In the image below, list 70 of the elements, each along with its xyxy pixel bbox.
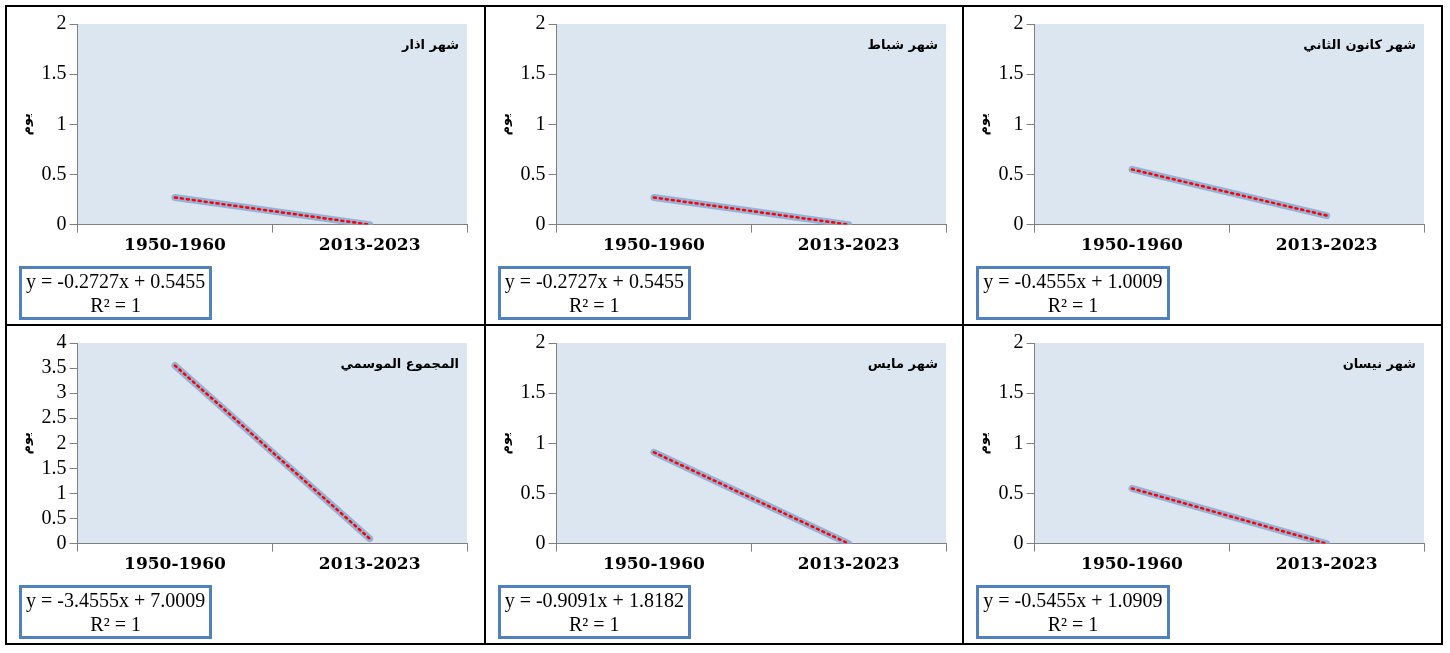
text: R² = 1 [567, 293, 621, 317]
y-tick-label: 2 [535, 330, 546, 353]
y-tick-label: 2 [56, 430, 67, 453]
text: R² = 1 [89, 293, 142, 317]
text: R² = 1 [89, 612, 142, 636]
x-tick-label: 2013-2023 [1276, 553, 1378, 574]
y-tick-label: 0 [1013, 211, 1024, 234]
y-tick-label: 0.5 [998, 480, 1024, 503]
y-tick-label: 3.5 [41, 355, 67, 378]
y-axis-title: يوم [18, 113, 35, 136]
y-tick-label: 0 [1013, 530, 1024, 553]
text: شهر نيسان [1342, 356, 1417, 371]
x-tick-label: 2013-2023 [318, 553, 421, 574]
x-tick-label: 2013-2023 [797, 553, 900, 574]
text: y = -0.4555x + 1.0009 [983, 269, 1163, 293]
text: شهر شباط [867, 37, 938, 52]
y-tick-label: 0.5 [520, 161, 546, 184]
x-tick-label: 1950-1960 [602, 234, 705, 255]
y-axis-title: يوم [975, 432, 992, 455]
x-tick-label: 1950-1960 [124, 234, 226, 255]
text: y = -3.4555x + 7.0009 [26, 588, 206, 612]
x-tick-label: 1950-1960 [124, 553, 226, 574]
y-tick-label: 4 [56, 330, 67, 353]
y-tick-label: 0.5 [520, 480, 546, 503]
y-axis-title: يوم [496, 113, 513, 136]
y-tick-label: 1.5 [998, 61, 1024, 84]
x-tick-label: 2013-2023 [318, 234, 421, 255]
y-tick-label: 0.5 [41, 505, 67, 528]
y-tick-label: 1 [1013, 430, 1024, 453]
text: المجموع الموسمي [340, 356, 459, 371]
text: شهر كانون الثاني [1303, 37, 1417, 52]
y-tick-label: 3 [56, 380, 67, 403]
y-tick-label: 1 [1013, 111, 1024, 134]
text: شهر مايس [867, 356, 938, 371]
y-tick-label: 1 [535, 111, 546, 134]
y-tick-label: 2 [535, 11, 546, 34]
y-tick-label: 2.5 [41, 405, 67, 428]
text: y = -0.9091x + 1.8182 [504, 588, 684, 612]
y-tick-label: 2 [1013, 11, 1024, 34]
y-tick-label: 1.5 [520, 380, 546, 403]
y-tick-label: 0 [56, 530, 67, 553]
y-tick-label: 1.5 [41, 61, 67, 84]
y-tick-label: 0 [535, 530, 546, 553]
text: y = -0.2727x + 0.5455 [504, 269, 684, 293]
y-tick-label: 2 [56, 11, 67, 34]
text: R² = 1 [1046, 293, 1100, 317]
x-tick-label: 1950-1960 [602, 553, 705, 574]
text: y = -0.2727x + 0.5455 [26, 269, 206, 293]
y-tick-label: 1 [535, 430, 546, 453]
text: R² = 1 [567, 612, 621, 636]
text: شهر اذار [400, 37, 459, 52]
x-tick-label: 1950-1960 [1081, 553, 1184, 574]
y-tick-label: 1.5 [41, 455, 67, 478]
y-tick-label: 1.5 [998, 380, 1024, 403]
x-tick-label: 2013-2023 [1276, 234, 1378, 255]
y-tick-label: 0.5 [41, 161, 67, 184]
y-tick-label: 1.5 [520, 61, 546, 84]
text: y = -0.5455x + 1.0909 [983, 588, 1163, 612]
y-tick-label: 0.5 [998, 161, 1024, 184]
y-tick-label: 0 [56, 211, 67, 234]
y-tick-label: 1 [56, 480, 67, 503]
y-axis-title: يوم [975, 113, 992, 136]
y-axis-title: يوم [18, 432, 35, 455]
x-tick-label: 1950-1960 [1081, 234, 1184, 255]
x-tick-label: 2013-2023 [797, 234, 900, 255]
y-tick-label: 0 [535, 211, 546, 234]
y-tick-label: 2 [1013, 330, 1024, 353]
y-tick-label: 1 [56, 111, 67, 134]
text: R² = 1 [1046, 612, 1100, 636]
y-axis-title: يوم [496, 432, 513, 455]
